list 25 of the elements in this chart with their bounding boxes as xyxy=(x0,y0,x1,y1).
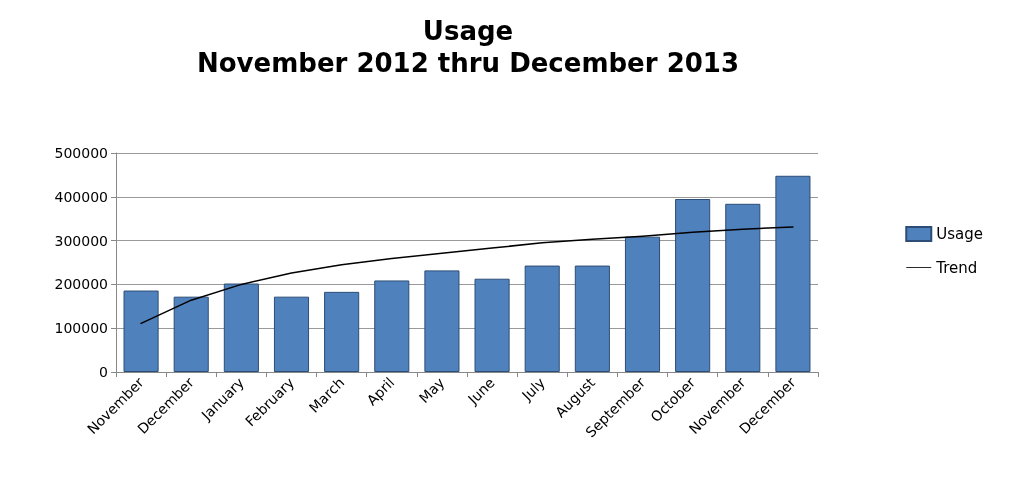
chart-title: Usage xyxy=(422,16,514,46)
bar xyxy=(223,283,259,372)
bar xyxy=(775,175,811,372)
bar xyxy=(474,278,510,372)
bar xyxy=(725,203,761,372)
line-series xyxy=(140,226,794,325)
y-tick-label: 500000 xyxy=(54,145,108,161)
bar xyxy=(123,290,159,372)
y-tick-label: 0 xyxy=(99,364,108,380)
bar xyxy=(574,265,610,372)
y-tick-label: 100000 xyxy=(54,320,108,337)
y-tick-label: 400000 xyxy=(54,188,108,205)
bar xyxy=(424,270,460,372)
chart-subtitle: November 2012 thru December 2013 xyxy=(197,48,739,78)
y-tick-label: 200000 xyxy=(54,276,108,293)
bar xyxy=(675,198,711,372)
bar xyxy=(173,296,209,372)
bar xyxy=(624,236,661,372)
legend-label: Trend xyxy=(935,258,978,277)
bar xyxy=(273,296,310,372)
bar xyxy=(524,265,560,372)
legend-label: Usage xyxy=(936,225,984,243)
bar xyxy=(374,280,410,372)
y-tick-label: 300000 xyxy=(54,232,108,249)
bar xyxy=(324,291,360,372)
